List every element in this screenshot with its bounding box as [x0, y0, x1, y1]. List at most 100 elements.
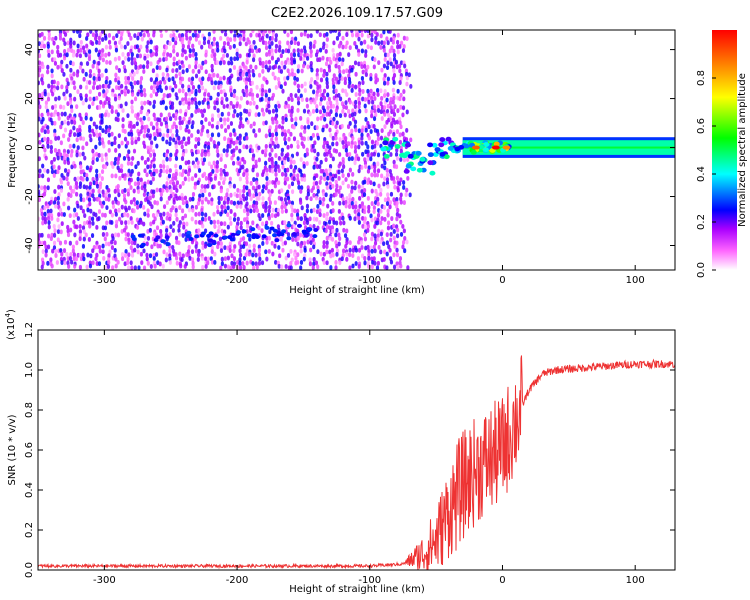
spectrogram-cell: [155, 187, 159, 193]
spectrogram-y-tick-label: -20: [24, 188, 35, 204]
spectrogram-cell: [374, 35, 378, 41]
spectrogram-cell: [187, 101, 191, 107]
spectrogram-cell: [145, 196, 149, 201]
spectrogram-cell: [302, 56, 306, 62]
spectrogram-cell: [360, 184, 365, 190]
spectrogram-cell: [299, 248, 303, 254]
spectrogram-cell: [203, 143, 207, 149]
spectrogram-cell: [78, 65, 83, 70]
spectrogram-cell: [261, 213, 265, 218]
spectrogram-cell: [53, 128, 57, 134]
spectrogram-cell: [369, 213, 373, 219]
spectrogram-cell: [279, 69, 284, 74]
spectrogram-cell: [200, 85, 205, 91]
spectrogram-cell: [135, 44, 139, 50]
spectrogram-cell: [119, 44, 124, 50]
spectrogram-cell: [383, 124, 387, 130]
spectrogram-cell: [210, 201, 214, 206]
spectrogram-cell: [190, 89, 194, 95]
spectrogram-cell: [299, 168, 303, 174]
spectrogram-cell: [223, 204, 227, 210]
spectrogram-cell: [171, 181, 176, 187]
spectrogram-cell: [43, 219, 48, 225]
spectrogram-cell: [289, 131, 293, 137]
spectrogram-cell: [137, 47, 141, 53]
spectrogram-cell: [160, 239, 166, 244]
spectrogram-cell: [325, 249, 329, 255]
spectrogram-cell: [390, 123, 394, 129]
spectrogram-cell: [315, 125, 319, 130]
spectrogram-cell: [409, 84, 413, 89]
spectrogram-cell: [108, 209, 112, 215]
spectrogram-cell: [193, 97, 197, 102]
spectrogram-cell: [348, 80, 352, 86]
spectrogram-cell: [348, 151, 352, 157]
snr-y-tick-label: 0.6: [24, 442, 35, 458]
colorbar-label: Normalized spectral amplitude: [737, 73, 748, 227]
spectrogram-cell: [357, 52, 361, 57]
spectrogram-cell: [286, 252, 291, 258]
spectrogram-cell: [337, 169, 341, 175]
spectrogram-cell: [187, 207, 191, 213]
spectrogram-cell: [129, 35, 133, 41]
spectrogram-cell: [59, 229, 63, 235]
spectrogram-cell: [367, 92, 371, 98]
spectrogram-cell: [344, 243, 348, 249]
spectrogram-cell: [158, 127, 162, 133]
spectrogram-cell: [165, 149, 170, 154]
snr-y-tick-label: 0.2: [24, 522, 35, 538]
spectrogram-cell: [386, 92, 390, 97]
spectrogram-cell: [142, 88, 146, 93]
spectrogram-cell: [168, 232, 172, 237]
spectrogram-cell: [369, 129, 373, 134]
spectrogram-cell: [299, 216, 303, 222]
spectrogram-cell: [254, 112, 258, 118]
spectrogram-cell: [63, 41, 67, 47]
spectrogram-cell: [396, 39, 400, 45]
spectrogram-cell: [85, 165, 90, 171]
spectrogram-cell: [270, 36, 274, 41]
spectrogram-cell: [270, 188, 274, 194]
spectrogram-cell: [393, 104, 397, 110]
spectrogram-cell: [145, 44, 149, 50]
spectrogram-cell: [98, 125, 102, 131]
spectrogram-cell: [354, 92, 358, 97]
spectrogram-cell: [116, 232, 121, 238]
spectrogram-cell: [111, 88, 115, 94]
spectrogram-cell: [302, 164, 306, 169]
spectrogram-cell: [95, 252, 99, 258]
spectrogram-cell: [165, 139, 169, 145]
spectrogram-cell: [251, 96, 255, 102]
spectrogram-cell: [257, 32, 261, 38]
spectrogram-cell: [385, 108, 390, 114]
spectrogram-cell: [97, 35, 101, 41]
spectrogram-cell: [72, 125, 76, 131]
spectrogram-cell: [50, 160, 54, 165]
spectrogram-cell: [251, 220, 255, 226]
spectrogram-cell: [358, 91, 362, 97]
spectrogram-cell: [383, 73, 387, 78]
spectrogram-cell: [60, 120, 64, 126]
spectrogram-cell: [63, 32, 68, 37]
spectrogram-cell: [305, 203, 310, 209]
spectrogram-cell: [172, 199, 176, 205]
spectrogram-cell: [171, 205, 175, 211]
spectrogram-cell: [171, 228, 175, 233]
spectrogram-cell: [172, 44, 176, 50]
spectrogram-cell: [40, 73, 44, 79]
spectrogram-cell: [242, 188, 246, 194]
spectrogram-cell: [305, 97, 309, 103]
spectrogram-cell: [248, 236, 252, 242]
spectrogram-cell: [228, 37, 233, 43]
spectrogram-cell: [154, 91, 159, 97]
spectrogram-cell: [286, 236, 292, 241]
spectrogram-cell: [351, 196, 355, 202]
spectrogram-cell: [212, 30, 216, 34]
snr-y-axis: 0.00.20.40.60.81.01.2: [24, 322, 675, 578]
spectrogram-cell: [277, 124, 282, 129]
spectrogram-cell: [145, 124, 149, 130]
spectrogram-cell: [149, 140, 154, 146]
spectrogram-cell: [258, 191, 262, 197]
spectrogram-cell: [212, 160, 216, 166]
